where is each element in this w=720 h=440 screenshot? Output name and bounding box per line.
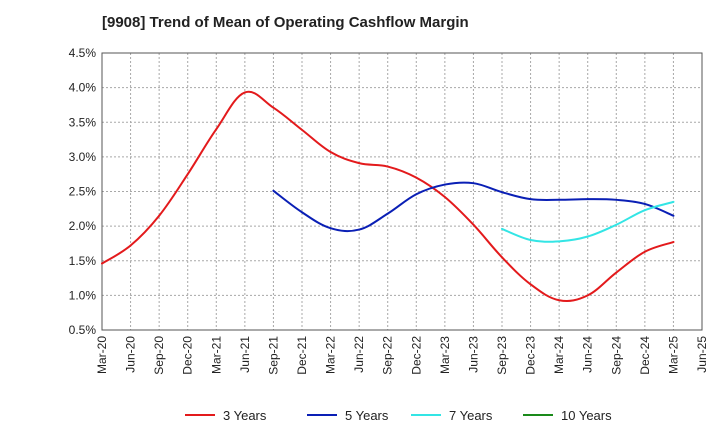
data-point-5-years bbox=[472, 182, 475, 185]
y-tick-label: 4.0% bbox=[69, 81, 97, 95]
x-tick-label: Sep-23 bbox=[495, 336, 509, 375]
x-tick-label: Dec-24 bbox=[638, 336, 652, 375]
data-point-5-years bbox=[415, 193, 418, 196]
data-point-5-years bbox=[672, 214, 675, 217]
legend-label-7-years: 7 Years bbox=[449, 408, 493, 423]
chart-title: [9908] Trend of Mean of Operating Cashfl… bbox=[102, 14, 469, 31]
data-point-3-years bbox=[529, 283, 532, 286]
x-tick-label: Mar-25 bbox=[666, 336, 680, 374]
data-point-3-years bbox=[443, 196, 446, 198]
x-tick-label: Jun-22 bbox=[352, 336, 366, 373]
x-tick-label: Dec-21 bbox=[295, 336, 309, 375]
data-point-7-years bbox=[558, 240, 561, 243]
data-point-3-years bbox=[672, 241, 675, 243]
x-tick-label: Dec-23 bbox=[524, 336, 538, 375]
data-point-3-years bbox=[243, 91, 246, 94]
x-tick-label: Dec-22 bbox=[409, 336, 423, 375]
y-tick-label: 4.5% bbox=[69, 46, 97, 60]
data-point-3-years bbox=[386, 165, 389, 168]
x-tick-label: Sep-20 bbox=[152, 336, 166, 375]
data-point-5-years bbox=[501, 191, 503, 194]
y-tick-label: 3.0% bbox=[69, 150, 97, 164]
series-layer bbox=[101, 90, 675, 303]
data-point-3-years bbox=[329, 151, 332, 153]
data-point-3-years bbox=[643, 250, 646, 253]
data-point-7-years bbox=[643, 209, 646, 212]
x-tick-label: Sep-21 bbox=[266, 336, 280, 375]
data-point-3-years bbox=[301, 128, 303, 131]
y-tick-label: 0.5% bbox=[69, 323, 97, 337]
x-tick-label: Jun-23 bbox=[466, 336, 480, 373]
data-point-5-years bbox=[358, 228, 361, 231]
data-point-3-years bbox=[501, 256, 503, 259]
data-point-3-years bbox=[415, 176, 418, 179]
y-tick-label: 1.5% bbox=[69, 254, 97, 268]
y-tick-label: 3.5% bbox=[69, 115, 97, 129]
x-tick-label: Jun-24 bbox=[581, 336, 595, 373]
x-tick-label: Dec-20 bbox=[181, 336, 195, 375]
x-tick-label: Sep-22 bbox=[381, 336, 395, 375]
data-point-5-years bbox=[272, 189, 275, 192]
x-tick-label: Mar-24 bbox=[552, 336, 566, 374]
data-point-3-years bbox=[358, 162, 361, 165]
x-tick-label: Mar-23 bbox=[438, 336, 452, 374]
x-tick-label: Mar-21 bbox=[209, 336, 223, 374]
data-point-3-years bbox=[586, 294, 589, 297]
data-point-3-years bbox=[215, 128, 218, 131]
x-tick-label: Jun-21 bbox=[238, 336, 252, 373]
y-tick-label: 2.5% bbox=[69, 185, 97, 199]
data-point-7-years bbox=[501, 227, 503, 230]
legend-label-3-years: 3 Years bbox=[223, 408, 267, 423]
data-point-7-years bbox=[615, 223, 618, 226]
x-tick-label: Jun-25 bbox=[695, 336, 709, 373]
x-tick-label: Mar-20 bbox=[95, 336, 109, 374]
data-point-7-years bbox=[586, 235, 589, 238]
legend-label-5-years: 5 Years bbox=[345, 408, 389, 423]
data-point-3-years bbox=[558, 299, 561, 302]
data-point-5-years bbox=[615, 198, 618, 201]
data-point-3-years bbox=[472, 223, 475, 226]
data-point-5-years bbox=[586, 198, 589, 201]
x-tick-label: Sep-24 bbox=[609, 336, 623, 375]
data-point-5-years bbox=[558, 198, 561, 201]
data-point-3-years bbox=[158, 214, 161, 217]
data-point-3-years bbox=[272, 106, 275, 109]
data-point-5-years bbox=[386, 212, 389, 215]
data-point-3-years bbox=[615, 271, 618, 274]
y-tick-label: 1.0% bbox=[69, 288, 97, 302]
x-tick-label: Mar-22 bbox=[324, 336, 338, 374]
data-point-3-years bbox=[129, 244, 132, 247]
legend-label-10-years: 10 Years bbox=[561, 408, 612, 423]
data-point-5-years bbox=[329, 227, 332, 230]
x-tick-label: Jun-20 bbox=[124, 336, 138, 373]
data-point-5-years bbox=[643, 203, 646, 205]
data-point-3-years bbox=[186, 173, 189, 176]
data-point-7-years bbox=[529, 239, 532, 241]
axis-layer: 0.5% 1.0% 1.5% 2.0% 2.5% 3.0% 3.5% 4.0% 4.5% Mar-… bbox=[69, 46, 709, 375]
y-tick-label: 2.0% bbox=[69, 219, 97, 233]
data-point-5-years bbox=[301, 211, 303, 214]
data-point-7-years bbox=[672, 200, 675, 203]
data-point-3-years bbox=[101, 262, 103, 265]
plot-frame bbox=[101, 52, 703, 331]
legend-layer: 3 Years 5 Years 7 Years 10 Years bbox=[185, 408, 612, 423]
data-point-5-years bbox=[443, 183, 446, 186]
data-point-5-years bbox=[529, 198, 532, 201]
